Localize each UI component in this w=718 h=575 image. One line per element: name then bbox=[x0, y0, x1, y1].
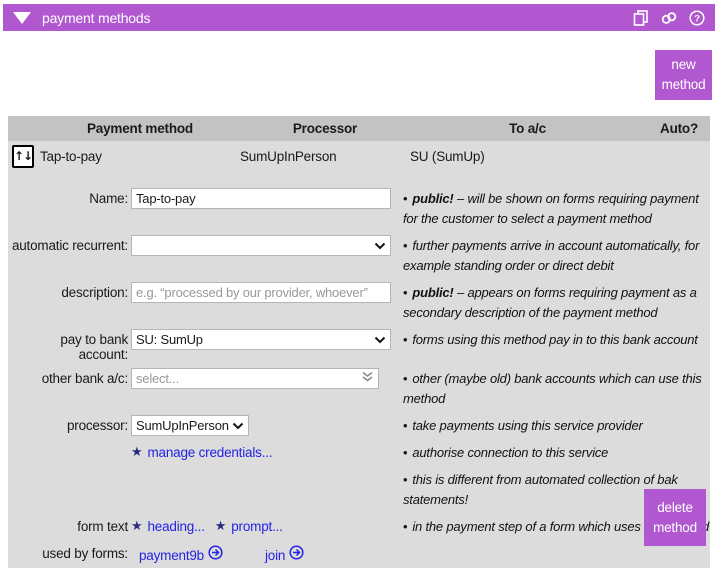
bullet: • bbox=[403, 371, 408, 386]
bullet: • bbox=[403, 285, 408, 300]
star-icon: ★ bbox=[131, 444, 143, 459]
bullet: • bbox=[403, 445, 408, 460]
bullet: • bbox=[403, 472, 408, 487]
bullet: • bbox=[403, 418, 408, 433]
pay-to-bank-account-label: pay to bank account: bbox=[60, 332, 128, 362]
row-extra-note: • this is different from automated collec… bbox=[8, 469, 710, 510]
help-icon[interactable]: ? bbox=[689, 9, 705, 26]
name-input[interactable] bbox=[131, 188, 391, 209]
form-link-payment9b[interactable]: payment9b bbox=[139, 547, 204, 563]
row-manage-credentials: ★ manage credentials... • authorise conne… bbox=[8, 442, 710, 463]
row-name: Name: •public! – will be shown on forms … bbox=[8, 188, 710, 229]
description-input[interactable] bbox=[131, 282, 391, 303]
used-by-forms-label: used by forms: bbox=[42, 546, 128, 561]
prompt-link[interactable]: prompt... bbox=[231, 518, 283, 534]
row-pay-to-bank-account: pay to bank account: SU: SumUp • forms us… bbox=[8, 329, 710, 362]
cell-payment-method: Tap-to-pay bbox=[40, 148, 102, 164]
other-bank-ac-note: • other (maybe old) bank accounts which c… bbox=[403, 371, 702, 406]
description-note: • public! – appears on forms requiring pa… bbox=[403, 285, 697, 320]
form-text-label: form text bbox=[77, 519, 128, 534]
manage-credentials-note: • authorise connection to this service bbox=[403, 445, 609, 460]
new-method-button[interactable]: new method bbox=[655, 50, 712, 100]
chevron-down-icon bbox=[374, 332, 386, 347]
col-processor: Processor bbox=[292, 121, 358, 136]
manage-credentials-link[interactable]: manage credentials... bbox=[147, 444, 273, 460]
bank-statements-note: • this is different from automated collec… bbox=[403, 472, 678, 507]
svg-text:?: ? bbox=[694, 13, 700, 24]
bullet: • bbox=[403, 332, 408, 347]
automatic-recurrent-note: • further payments arrive in account auto… bbox=[403, 238, 700, 273]
delete-method-button[interactable]: delete method bbox=[644, 489, 706, 546]
row-used-by-forms: used by forms: payment9b join bbox=[8, 543, 710, 565]
page-title: payment methods bbox=[42, 9, 151, 26]
chevron-down-icon bbox=[232, 418, 244, 433]
col-to-ac: To a/c bbox=[509, 121, 546, 136]
name-note: • public! – will be shown on forms requir… bbox=[403, 191, 699, 226]
method-panel: ↑↓ Tap-to-pay SumUpInPerson SU (SumUp) N… bbox=[8, 141, 710, 568]
processor-label: processor: bbox=[66, 418, 128, 433]
open-arrow-icon[interactable] bbox=[208, 545, 223, 565]
double-chevron-down-icon bbox=[361, 371, 374, 386]
description-label: description: bbox=[61, 285, 128, 300]
other-bank-ac-label: other bank a/c: bbox=[41, 371, 129, 386]
titlebar: payment methods ? bbox=[3, 4, 715, 31]
cell-processor: SumUpInPerson bbox=[240, 148, 337, 164]
copy-icon[interactable] bbox=[633, 9, 649, 26]
row-processor: processor: SumUpInPerson • take payments … bbox=[8, 415, 710, 436]
other-bank-ac-multiselect[interactable]: select... bbox=[131, 368, 379, 389]
bullet: • bbox=[403, 519, 408, 534]
name-label: Name: bbox=[89, 191, 128, 206]
col-auto: Auto? bbox=[660, 121, 698, 136]
pay-to-bank-account-select[interactable]: SU: SumUp bbox=[131, 329, 391, 350]
row-other-bank-ac: other bank a/c: select... • other (maybe bbox=[8, 368, 710, 409]
titlebar-icons: ? bbox=[633, 9, 705, 26]
bullet: • bbox=[403, 238, 408, 253]
bullet: • bbox=[403, 191, 408, 206]
automatic-recurrent-label: automatic recurrent: bbox=[11, 238, 128, 253]
cell-to-ac: SU (SumUp) bbox=[410, 148, 485, 164]
processor-select[interactable]: SumUpInPerson bbox=[131, 415, 249, 436]
automatic-recurrent-select[interactable] bbox=[131, 235, 391, 256]
table-header: Payment method Processor To a/c Auto? bbox=[8, 116, 710, 141]
table-row: ↑↓ Tap-to-pay SumUpInPerson SU (SumUp) bbox=[8, 141, 710, 171]
star-icon: ★ bbox=[131, 518, 143, 533]
link-icon[interactable] bbox=[660, 10, 678, 26]
star-icon: ★ bbox=[214, 518, 227, 533]
collapse-triangle-icon[interactable] bbox=[13, 11, 31, 24]
form-link-join[interactable]: join bbox=[265, 547, 286, 563]
row-form-text: form text ★ heading... ★ prompt... • in t… bbox=[8, 516, 710, 537]
processor-note: • take payments using this service provid… bbox=[403, 418, 643, 433]
heading-link[interactable]: heading... bbox=[147, 518, 205, 534]
form-text-note: • in the payment step of a form which use… bbox=[403, 519, 710, 534]
open-arrow-icon[interactable] bbox=[289, 545, 304, 565]
method-form: Name: •public! – will be shown on forms … bbox=[8, 171, 710, 565]
chevron-down-icon bbox=[374, 238, 386, 253]
pay-to-bank-account-note: • forms using this method pay in to this … bbox=[403, 332, 698, 347]
reorder-arrows-icon[interactable]: ↑↓ bbox=[12, 144, 34, 168]
col-payment-method: Payment method bbox=[87, 121, 193, 136]
row-automatic-recurrent: automatic recurrent: • further payments a… bbox=[8, 235, 710, 276]
row-description: description: •public! – appears on forms… bbox=[8, 282, 710, 323]
